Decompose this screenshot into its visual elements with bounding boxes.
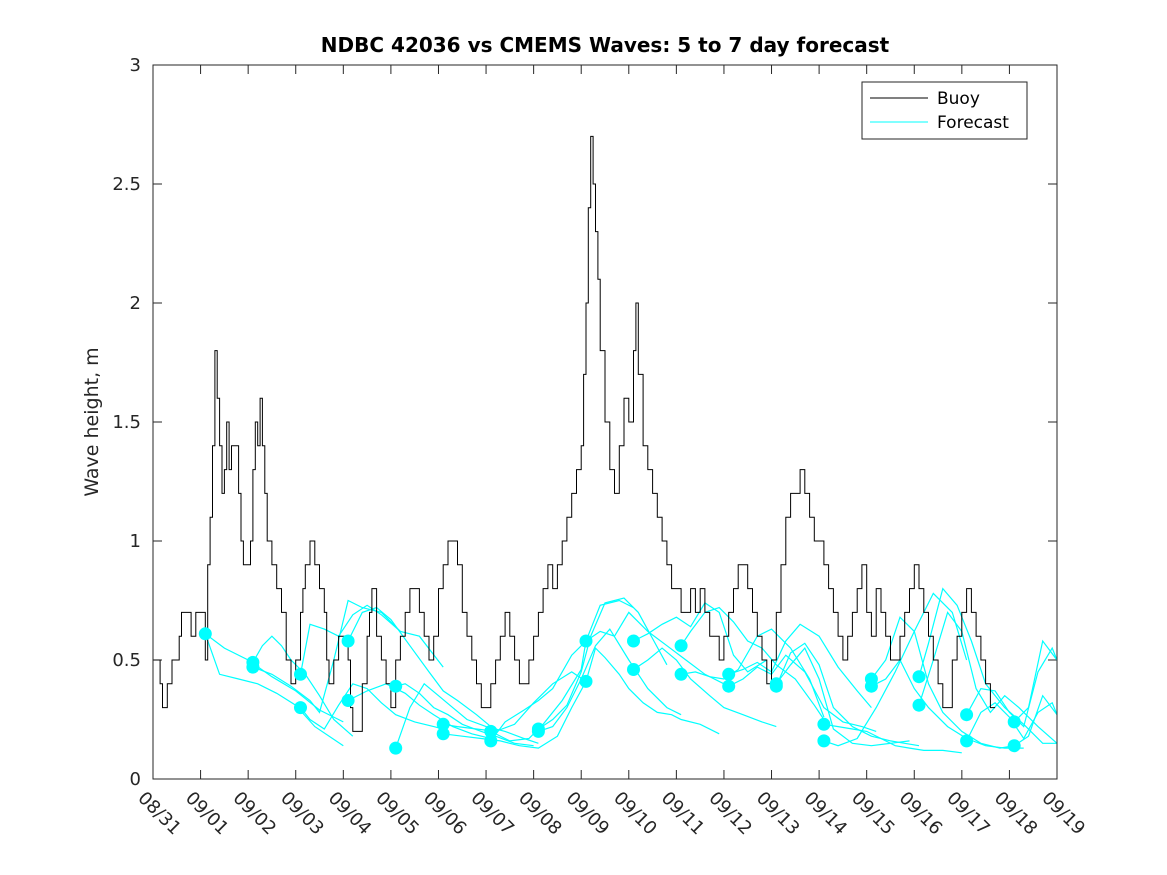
forecast-line [871,658,1024,749]
forecast-line [443,681,587,749]
buoy-series [153,135,996,732]
forecast-marker [1007,739,1021,753]
forecast-marker [674,639,688,653]
legend: Buoy Forecast [861,81,1028,140]
forecast-marker [484,724,498,738]
forecast-line [538,597,668,730]
forecast-marker [579,674,593,688]
y-tick-label: 0 [130,769,141,790]
forecast-marker [722,679,736,693]
forecast-line [204,633,344,723]
forecast-line [1013,694,1058,747]
forecast-marker [912,698,926,712]
forecast-line [395,683,534,747]
forecast-line [633,647,777,728]
y-tick-label: 0.5 [112,650,141,671]
forecast-line [300,683,444,730]
buoy-line [153,135,996,732]
y-axis-ticks: 0 0.5 1 1.5 2 2.5 3 [112,55,1057,790]
forecast-marker [674,667,688,681]
y-tick-label: 2 [130,293,141,314]
forecast-marker [389,679,403,693]
forecast-series [204,587,1058,754]
forecast-marker [769,679,783,693]
forecast-line [681,628,825,718]
forecast-line [585,611,725,685]
forecast-marker [960,708,974,722]
forecast-markers [198,627,1021,755]
forecast-line [823,723,962,754]
forecast-marker [531,724,545,738]
forecast-marker [389,741,403,755]
forecast-marker [817,717,831,731]
forecast-line [633,602,768,673]
forecast-line [585,646,720,735]
forecast-line [680,606,825,720]
forecast-marker [436,727,450,741]
forecast-marker [246,660,260,674]
forecast-line [918,611,1058,744]
forecast-line [1013,639,1058,723]
forecast-line [347,683,491,740]
forecast-marker [912,670,926,684]
y-tick-label: 3 [130,55,141,76]
y-tick-label: 1 [130,531,141,552]
forecast-marker [627,634,640,648]
forecast-line [347,606,492,728]
forecast-marker [579,634,593,648]
forecast-line [728,623,872,708]
legend-forecast-label: Forecast [937,113,1009,133]
legend-buoy-label: Buoy [937,89,980,109]
forecast-line [728,654,877,732]
forecast-line [490,599,634,742]
forecast-line [395,682,539,749]
forecast-marker [817,734,831,748]
forecast-line [538,628,682,732]
y-tick-label: 2.5 [112,174,141,195]
y-axis-label: Wave height, m [81,347,103,496]
forecast-marker [1007,715,1021,729]
forecast-line [775,642,920,747]
forecast-marker [484,734,498,748]
forecast-line [918,587,1057,744]
forecast-line [823,592,968,747]
forecast-marker [960,734,974,748]
chart-title: NDBC 42036 vs CMEMS Waves: 5 to 7 day fo… [321,33,890,57]
forecast-marker [341,634,355,648]
forecast-line [299,604,444,675]
forecast-line [204,633,344,747]
forecast-marker [294,667,307,681]
forecast-marker [864,679,878,693]
forecast-marker [294,701,307,715]
forecast-line [443,671,587,733]
forecast-marker [341,694,355,707]
legend-box [861,81,1028,140]
forecast-marker [722,667,736,681]
forecast-marker [627,663,640,676]
forecast-line [490,640,587,742]
forecast-line [775,646,910,747]
y-tick-label: 1.5 [112,412,141,433]
forecast-marker [198,627,212,641]
forecast-marker [436,717,450,731]
plot-frame [152,64,1058,780]
